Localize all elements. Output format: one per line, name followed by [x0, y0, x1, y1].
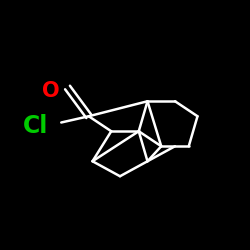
Text: Cl: Cl	[22, 114, 48, 138]
Text: O: O	[42, 81, 60, 101]
